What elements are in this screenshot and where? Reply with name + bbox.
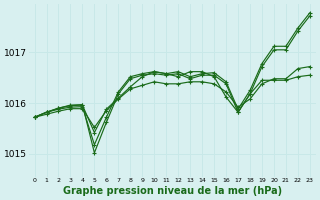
X-axis label: Graphe pression niveau de la mer (hPa): Graphe pression niveau de la mer (hPa) (63, 186, 282, 196)
